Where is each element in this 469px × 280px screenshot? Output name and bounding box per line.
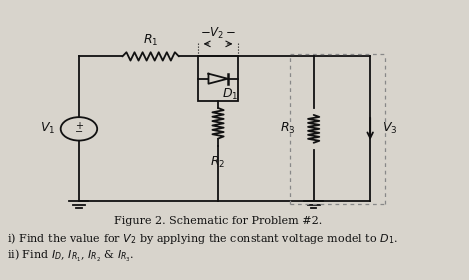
Text: $V_1$: $V_1$ [40,121,55,136]
Text: $R_3$: $R_3$ [280,121,295,136]
Bar [198,56,238,101]
Text: $R_1$: $R_1$ [143,33,159,48]
Text: ii) Find $I_D$, $I_{R_1}$, $I_{R_2}$ & $I_{R_3}$.: ii) Find $I_D$, $I_{R_1}$, $I_{R_2}$ & $… [7,248,135,264]
Text: Figure 2. Schematic for Problem #2.: Figure 2. Schematic for Problem #2. [114,216,322,226]
Text: +: + [75,121,83,131]
Text: $R_2$: $R_2$ [211,155,226,170]
Text: $D_1$: $D_1$ [221,87,238,102]
Text: $-V_2-$: $-V_2-$ [200,26,236,41]
Text: $V_3$: $V_3$ [382,121,398,136]
Text: i) Find the value for $V_2$ by applying the constant voltage model to $D_1$.: i) Find the value for $V_2$ by applying … [7,231,398,246]
Text: −: − [75,127,83,137]
